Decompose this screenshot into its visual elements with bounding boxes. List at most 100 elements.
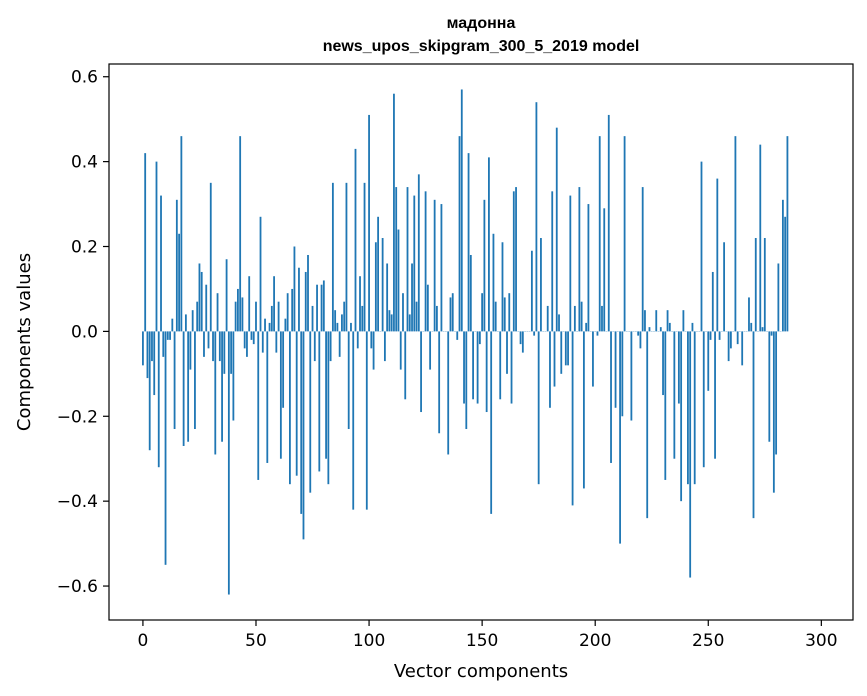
bar (641, 187, 644, 332)
bar (413, 195, 416, 332)
y-tick-label: −0.6 (57, 577, 98, 597)
bar (702, 331, 705, 468)
bar (347, 331, 350, 430)
bar (194, 331, 196, 430)
bar (241, 297, 244, 332)
bar (447, 331, 450, 455)
bar (714, 331, 716, 459)
bar (221, 331, 223, 442)
bar (171, 318, 174, 332)
bar (682, 310, 685, 332)
bar (164, 331, 167, 565)
bar (711, 271, 714, 332)
bar (716, 178, 719, 332)
bar (535, 102, 538, 332)
bar (623, 136, 626, 332)
bar (585, 322, 588, 332)
bar (359, 276, 361, 332)
bar (784, 216, 787, 332)
bar (275, 331, 278, 353)
bar (483, 199, 486, 332)
bar (560, 331, 563, 374)
bar (341, 314, 343, 332)
bar (460, 89, 463, 332)
bar (212, 331, 214, 362)
bar (311, 305, 314, 332)
bar (440, 204, 443, 332)
bar (687, 331, 689, 485)
bar (142, 331, 144, 366)
bar (476, 331, 479, 404)
bar (261, 331, 264, 353)
bar (537, 331, 540, 485)
chart-subtitle: news_upos_skipgram_300_5_2019 model (323, 38, 640, 55)
bar (639, 331, 642, 349)
bar (666, 310, 669, 332)
bar (741, 331, 744, 366)
bar (203, 331, 205, 357)
bar (662, 331, 664, 396)
bar (307, 254, 309, 332)
bar (777, 263, 780, 332)
bar (252, 331, 255, 345)
bar (659, 327, 662, 332)
bar (157, 331, 160, 468)
bar (175, 199, 178, 332)
bar (467, 153, 470, 332)
bar (763, 238, 766, 332)
bar (558, 314, 560, 332)
bar (456, 331, 459, 340)
bar (429, 331, 432, 370)
bar (707, 331, 710, 391)
bar (610, 331, 612, 463)
y-tick-label: 0.0 (71, 322, 98, 342)
bar (555, 127, 558, 332)
x-tick-label: 200 (579, 631, 611, 651)
bar (408, 314, 411, 332)
bar (160, 195, 162, 332)
bar (270, 305, 273, 332)
bar (736, 331, 739, 345)
bar (677, 331, 680, 404)
bar (519, 331, 522, 345)
bar (601, 305, 603, 332)
bar (718, 331, 721, 340)
bar (420, 331, 422, 413)
bar (630, 331, 633, 421)
bar (298, 267, 300, 332)
bar (580, 301, 583, 332)
bar (295, 331, 298, 476)
bar (582, 331, 585, 489)
bar (637, 331, 640, 336)
x-tick-label: 150 (466, 631, 498, 651)
bar (363, 182, 366, 332)
bar (592, 331, 594, 387)
bar (435, 305, 438, 332)
bar (564, 331, 567, 366)
bar (336, 322, 339, 332)
bar (225, 259, 228, 332)
bar (533, 331, 536, 336)
bar (748, 297, 750, 332)
bar (218, 331, 221, 362)
bar (598, 136, 601, 332)
bar (729, 331, 732, 349)
bar (191, 310, 194, 332)
bar (264, 318, 266, 332)
bar (178, 233, 181, 332)
bar (248, 276, 251, 332)
bar (761, 327, 764, 332)
y-tick-label: −0.4 (57, 492, 98, 512)
bar (255, 301, 257, 332)
x-tick-label: 250 (692, 631, 724, 651)
y-axis-ticks: −0.6 −0.4 −0.2 0.0 0.2 0.4 0.6 (57, 68, 109, 597)
bar (549, 331, 551, 408)
bar (383, 331, 386, 362)
bar-series (142, 89, 789, 595)
bar (646, 331, 649, 519)
bar (277, 301, 280, 332)
bar (286, 293, 289, 332)
bar (569, 195, 572, 332)
bar (512, 191, 515, 332)
